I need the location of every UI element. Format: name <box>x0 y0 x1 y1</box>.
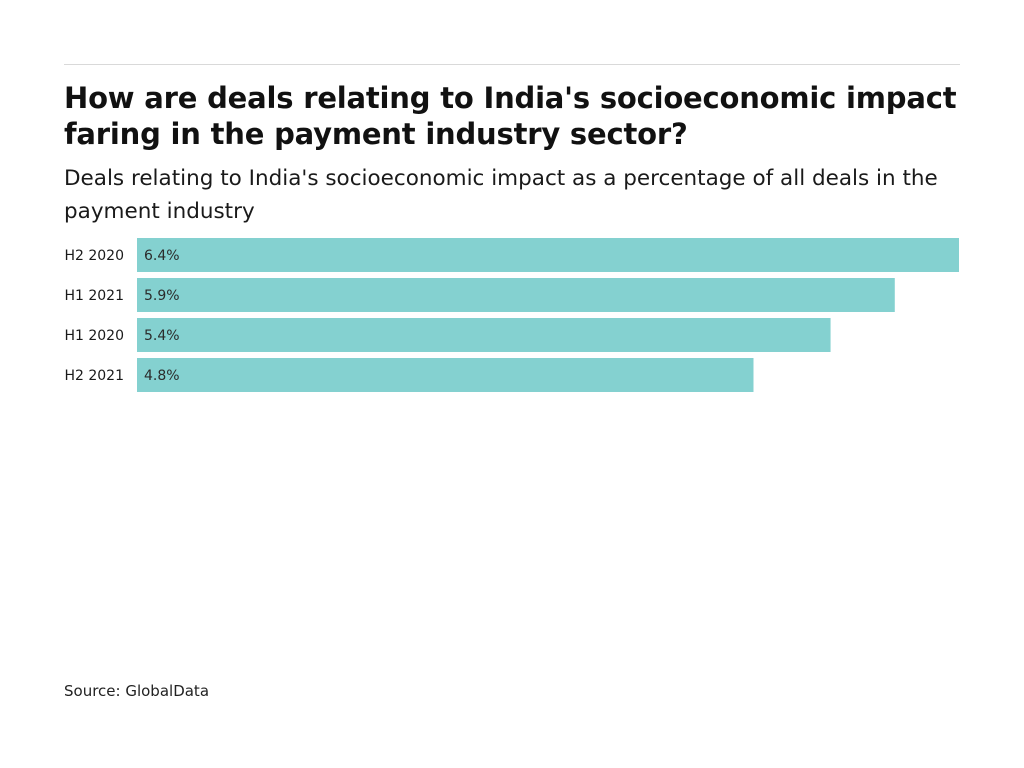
value-label: 4.8% <box>144 368 180 384</box>
bar-chart: H2 2020 6.4% H1 2021 5.9% H1 2020 5.4% H2 2021… <box>64 238 959 392</box>
source-note: Source: GlobalData <box>64 682 210 700</box>
category-label: H2 2021 <box>64 368 124 384</box>
bar-h1-2020 <box>137 318 831 352</box>
chart-subtitle: Deals relating to India's socioeconomic … <box>64 166 938 224</box>
value-label: 5.9% <box>144 288 180 304</box>
top-divider <box>64 64 960 65</box>
value-label: 6.4% <box>144 248 180 264</box>
value-label: 5.4% <box>144 328 180 344</box>
category-label: H1 2020 <box>64 328 124 344</box>
bar-h1-2021 <box>137 278 895 312</box>
bar-h2-2021 <box>137 358 754 392</box>
category-label: H1 2021 <box>64 288 124 304</box>
bar-h2-2020 <box>137 238 959 272</box>
chart-title: How are deals relating to India's socioe… <box>64 81 957 151</box>
category-label: H2 2020 <box>64 248 124 264</box>
